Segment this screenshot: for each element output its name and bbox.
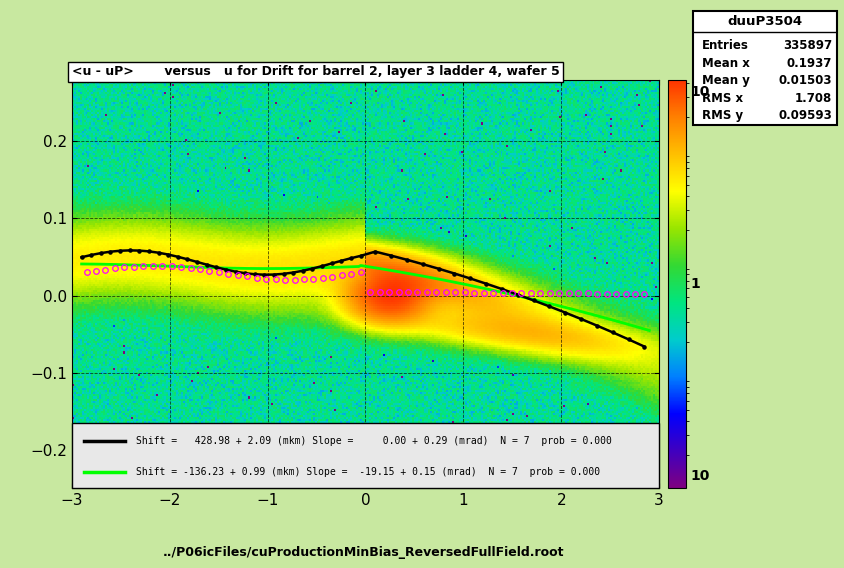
Text: RMS x: RMS x [701, 92, 742, 105]
Text: 10: 10 [690, 85, 709, 99]
Text: 335897: 335897 [782, 39, 831, 52]
Text: Mean x: Mean x [701, 57, 749, 69]
Text: 0.09593: 0.09593 [777, 110, 831, 122]
Text: Shift = -136.23 + 0.99 (mkm) Slope =  -19.15 + 0.15 (mrad)  N = 7  prob = 0.000: Shift = -136.23 + 0.99 (mkm) Slope = -19… [136, 467, 600, 477]
Text: Shift =   428.98 + 2.09 (mkm) Slope =     0.00 + 0.29 (mrad)  N = 7  prob = 0.00: Shift = 428.98 + 2.09 (mkm) Slope = 0.00… [136, 436, 612, 446]
Text: RMS y: RMS y [701, 110, 742, 122]
Text: <u - uP>       versus   u for Drift for barrel 2, layer 3 ladder 4, wafer 5: <u - uP> versus u for Drift for barrel 2… [72, 65, 559, 78]
Text: Entries: Entries [701, 39, 748, 52]
Text: ../P06icFiles/cuProductionMinBias_ReversedFullField.root: ../P06icFiles/cuProductionMinBias_Revers… [162, 546, 564, 559]
Text: 0.01503: 0.01503 [778, 74, 831, 87]
Text: duuP3504: duuP3504 [727, 15, 801, 28]
Text: 10: 10 [690, 469, 709, 483]
Text: Mean y: Mean y [701, 74, 749, 87]
Text: 1.708: 1.708 [794, 92, 831, 105]
Text: 1: 1 [690, 277, 700, 291]
Text: 0.1937: 0.1937 [786, 57, 831, 69]
